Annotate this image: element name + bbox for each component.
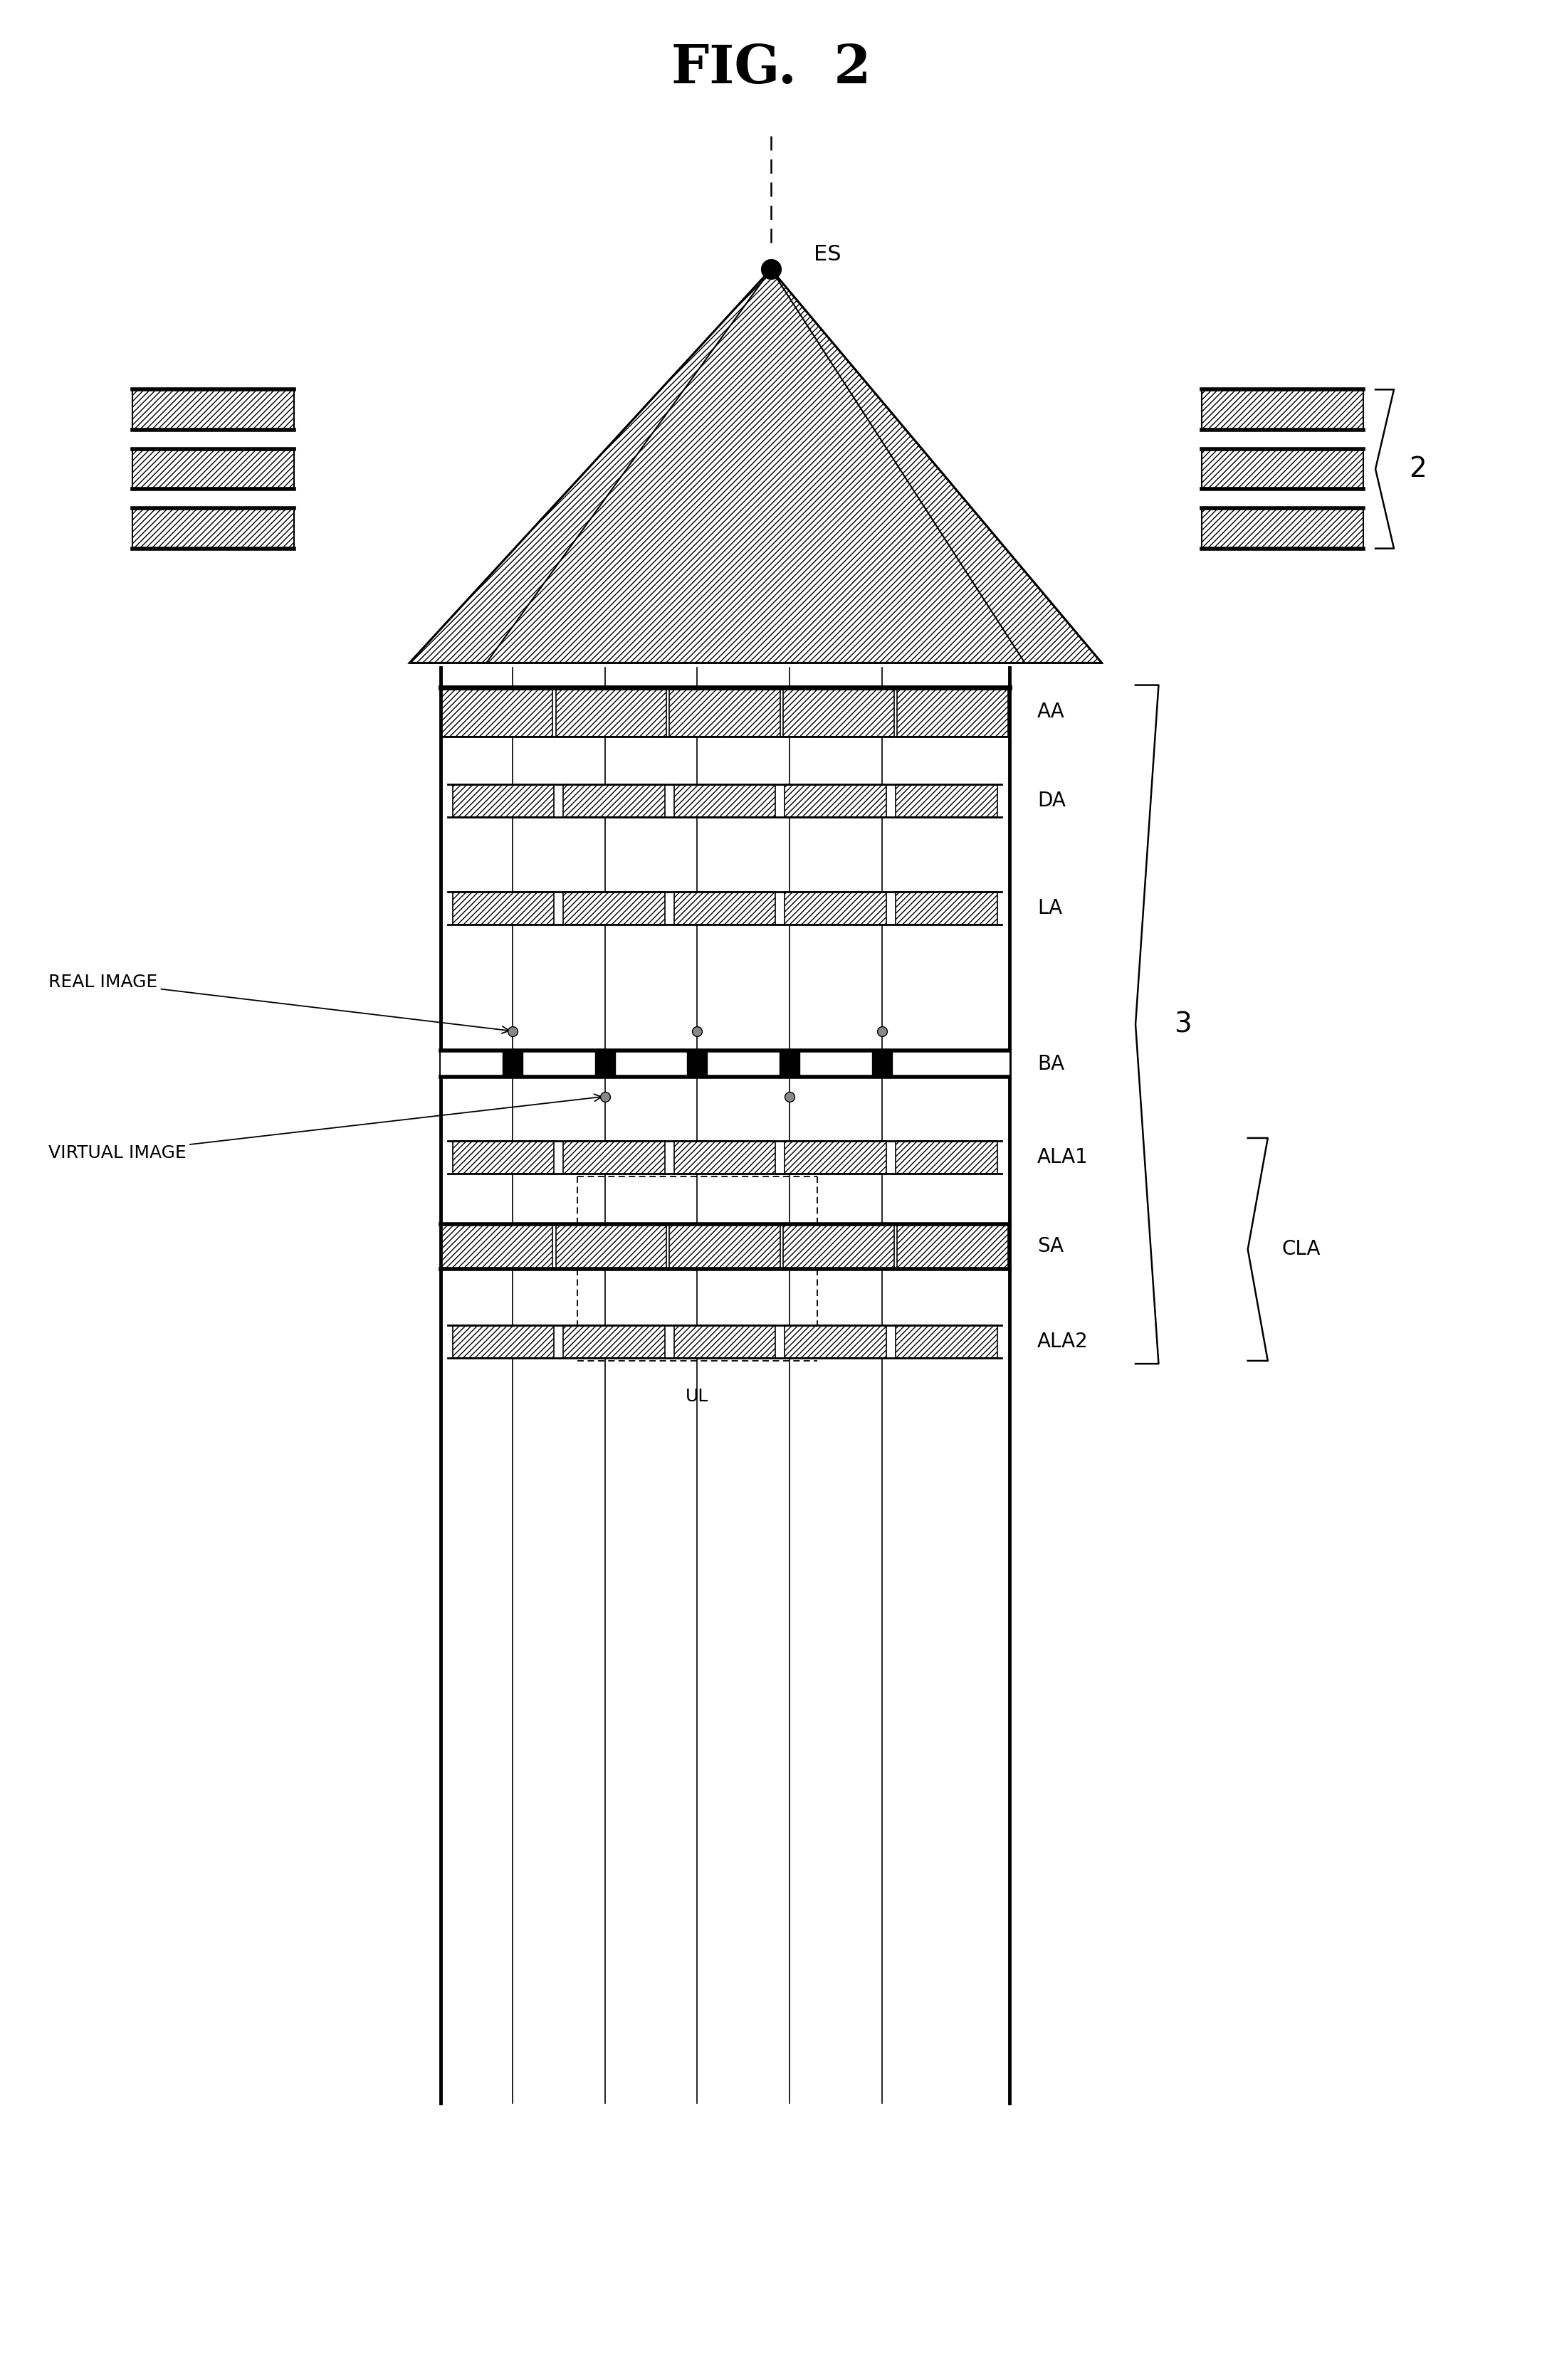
- Bar: [896, 1140, 998, 1173]
- Bar: [785, 785, 887, 816]
- Bar: [674, 785, 776, 816]
- Text: LA: LA: [1038, 897, 1062, 919]
- Bar: [1201, 509, 1363, 547]
- Text: 2: 2: [1409, 455, 1426, 483]
- Text: AA: AA: [1038, 702, 1064, 721]
- Text: CLA: CLA: [1281, 1240, 1320, 1259]
- Text: SA: SA: [1038, 1238, 1064, 1257]
- Bar: [785, 1140, 887, 1173]
- Text: DA: DA: [1038, 790, 1066, 812]
- Bar: [563, 1326, 665, 1359]
- Bar: [563, 1140, 665, 1173]
- Text: ALA1: ALA1: [1038, 1147, 1089, 1166]
- Bar: [133, 509, 295, 547]
- Bar: [1201, 450, 1363, 488]
- Bar: [453, 785, 554, 816]
- Bar: [563, 892, 665, 923]
- Bar: [503, 1050, 523, 1078]
- Polygon shape: [410, 269, 1101, 662]
- Bar: [896, 1326, 998, 1359]
- Bar: [897, 688, 1008, 735]
- Text: FIG.  2: FIG. 2: [671, 43, 871, 95]
- Bar: [896, 785, 998, 816]
- Text: 3: 3: [1173, 1012, 1192, 1038]
- Bar: [688, 1050, 708, 1078]
- Bar: [555, 1223, 666, 1269]
- Text: ES: ES: [814, 245, 842, 264]
- Bar: [1201, 390, 1363, 431]
- Text: ALA2: ALA2: [1038, 1330, 1089, 1352]
- Bar: [453, 1140, 554, 1173]
- Bar: [785, 892, 887, 923]
- Bar: [871, 1050, 891, 1078]
- Bar: [443, 1223, 552, 1269]
- Bar: [563, 785, 665, 816]
- Bar: [896, 892, 998, 923]
- Text: REAL IMAGE: REAL IMAGE: [48, 973, 509, 1033]
- Bar: [441, 1050, 1010, 1078]
- Bar: [783, 1223, 894, 1269]
- Bar: [555, 688, 666, 735]
- Text: UL: UL: [686, 1388, 709, 1404]
- Bar: [133, 390, 295, 431]
- Text: VIRTUAL IMAGE: VIRTUAL IMAGE: [48, 1095, 601, 1161]
- Bar: [674, 1140, 776, 1173]
- Bar: [779, 1050, 799, 1078]
- Bar: [785, 1326, 887, 1359]
- Text: BA: BA: [1038, 1054, 1064, 1073]
- Bar: [669, 688, 780, 735]
- Bar: [674, 1326, 776, 1359]
- Bar: [133, 450, 295, 488]
- Bar: [897, 1223, 1008, 1269]
- Bar: [674, 892, 776, 923]
- Bar: [443, 688, 552, 735]
- Bar: [783, 688, 894, 735]
- Bar: [669, 1223, 780, 1269]
- Bar: [595, 1050, 615, 1078]
- Bar: [453, 892, 554, 923]
- Bar: [453, 1326, 554, 1359]
